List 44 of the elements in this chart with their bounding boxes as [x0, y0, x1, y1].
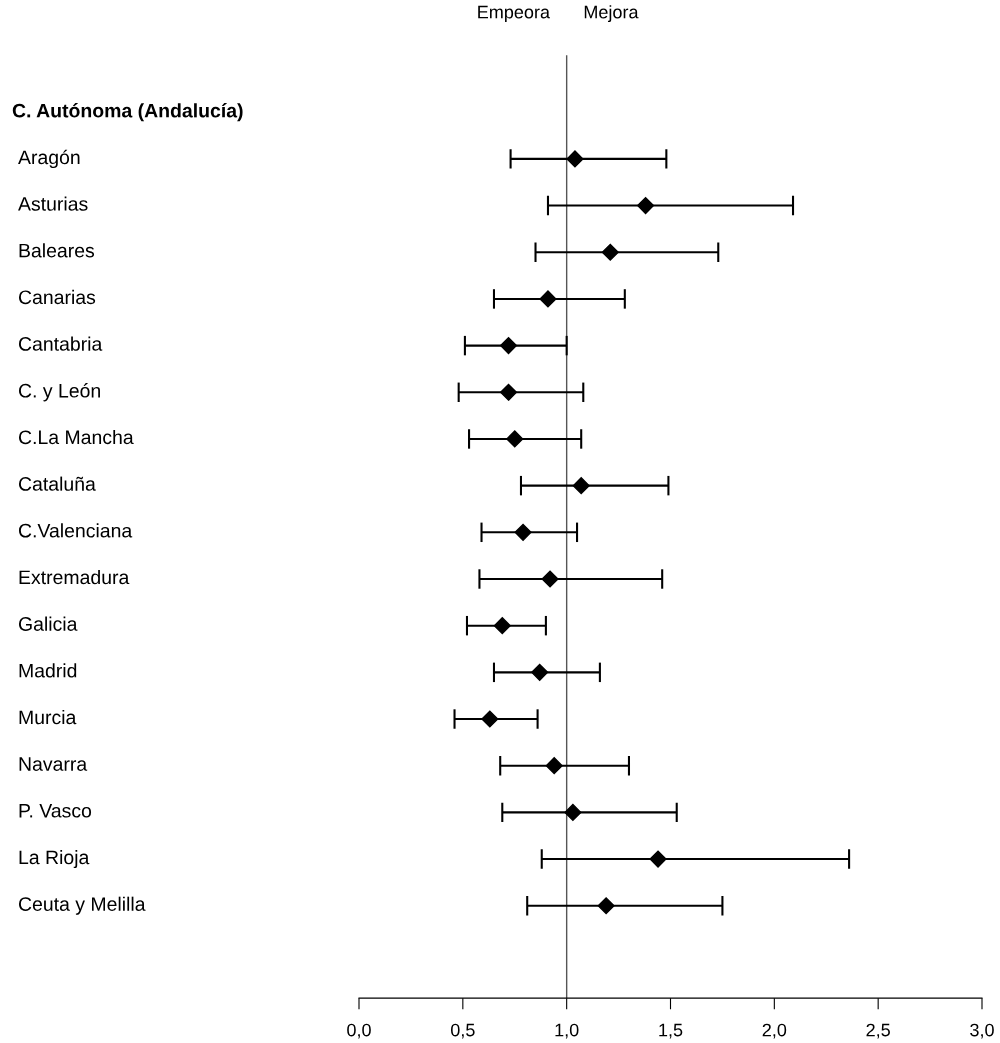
y-tick-label: Murcia — [19, 709, 77, 725]
y-tick-label: C.La Mancha — [18, 429, 134, 445]
point — [637, 197, 655, 215]
point — [514, 523, 532, 541]
point — [541, 570, 559, 588]
text: Empeora — [478, 5, 550, 23]
point — [601, 243, 619, 261]
point — [493, 617, 511, 635]
x-tick-label: 2,0 — [762, 1023, 787, 1039]
x-tick-label: 3,0 — [970, 1023, 994, 1039]
point — [506, 430, 524, 448]
point — [597, 897, 615, 915]
x-tick-label: 0,0 — [347, 1023, 371, 1039]
point — [531, 663, 549, 681]
y-tick-label: Cantabria — [18, 336, 103, 351]
point — [545, 757, 563, 775]
y-tick-label: Extremadura — [19, 569, 130, 585]
y-tick-label: Aragón — [18, 149, 80, 169]
y-tick-label: La Rioja — [19, 849, 90, 869]
point — [572, 477, 590, 495]
x-tick-label: 1,5 — [659, 1023, 683, 1039]
y-tick-label: Asturias — [18, 196, 88, 211]
y-tick-label: Madrid — [19, 663, 77, 678]
point — [564, 803, 582, 821]
point — [539, 290, 557, 308]
y-tick-label: Ceuta y Melilla — [18, 896, 146, 915]
y-tick-label: C. y León — [18, 383, 100, 402]
point — [481, 710, 499, 728]
text: Mejora — [584, 5, 639, 23]
y-tick-label: Canarias — [18, 289, 96, 305]
x-tick-label: 0,5 — [450, 1023, 475, 1039]
y-tick-label: C. Autónoma (Andalucía) — [12, 103, 243, 122]
y-tick-label: Galicia — [18, 616, 78, 631]
point — [499, 383, 518, 401]
y-tick-label: Cataluña — [18, 476, 96, 491]
y-tick-label: C.Valenciana — [18, 523, 133, 538]
x-tick-label: 2,5 — [866, 1023, 890, 1039]
x-tick-label: 1,0 — [555, 1023, 579, 1039]
point — [566, 150, 584, 168]
y-tick-label: Navarra — [19, 757, 88, 771]
y-tick-label: Baleares — [19, 243, 95, 258]
point — [649, 850, 667, 868]
point — [499, 337, 518, 355]
y-tick-label: P. Vasco — [19, 804, 92, 818]
